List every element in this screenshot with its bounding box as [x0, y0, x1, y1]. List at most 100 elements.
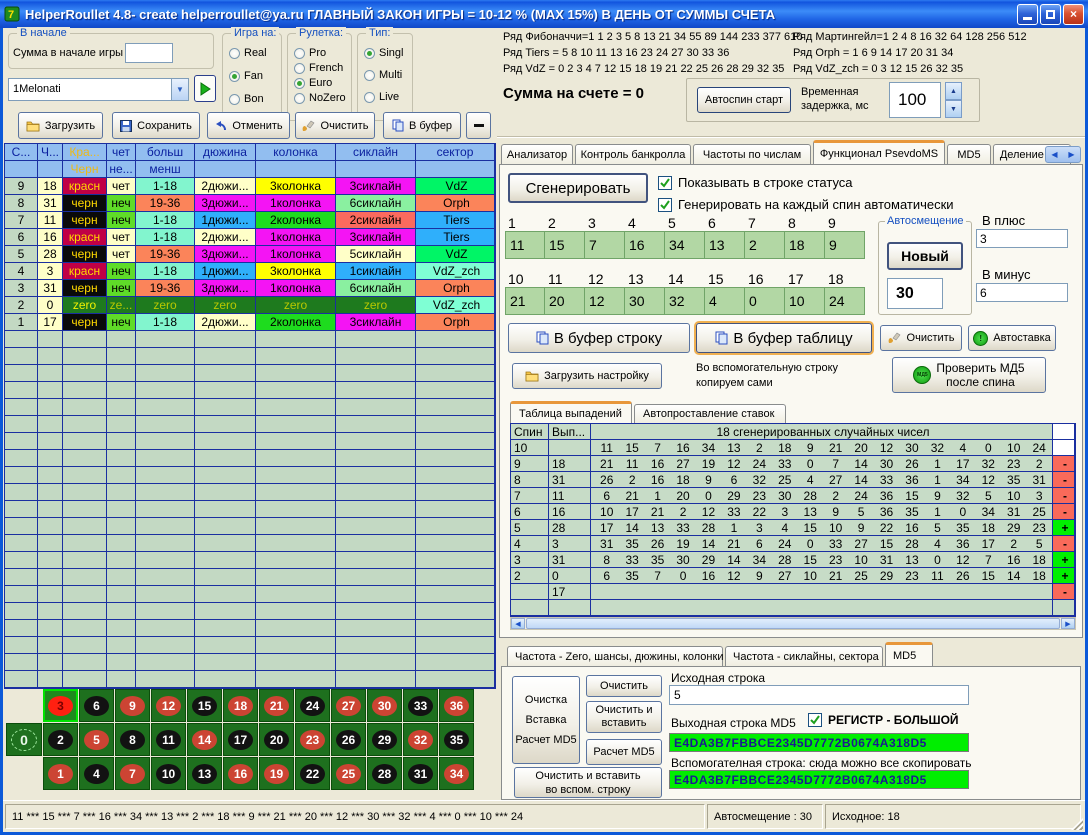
spinner-down-icon[interactable]: ▼	[945, 100, 962, 118]
board-cell[interactable]: 18	[223, 689, 258, 722]
chevron-down-icon[interactable]: ▼	[171, 79, 188, 100]
board-cell[interactable]: 13	[187, 757, 222, 790]
maximize-button[interactable]	[1040, 3, 1061, 25]
load-button[interactable]: Загрузить	[18, 112, 103, 139]
undo-button[interactable]: Отменить	[207, 112, 290, 139]
board-cell[interactable]: 11	[151, 723, 186, 756]
spinner-up-icon[interactable]: ▲	[945, 82, 962, 100]
minimize-button[interactable]	[1017, 3, 1038, 25]
radio-live[interactable]: Live	[358, 91, 412, 103]
generate-button[interactable]: Сгенерировать	[508, 173, 648, 203]
tab-scroll-right-icon[interactable]: ▶	[1068, 150, 1075, 159]
board-cell[interactable]: 21	[259, 689, 294, 722]
copy-to-clipboard-button[interactable]: В буфер	[383, 112, 461, 139]
board-cell[interactable]: 20	[259, 723, 294, 756]
board-cell[interactable]: 4	[79, 757, 114, 790]
start-sum-input[interactable]	[125, 43, 173, 63]
radio-real[interactable]: Real	[223, 47, 281, 59]
radio-fan[interactable]: Fan	[223, 70, 281, 82]
radio-bon[interactable]: Bon	[223, 93, 281, 105]
tab-frequencies[interactable]: Частоты по числам	[693, 144, 811, 164]
load-settings-button[interactable]: Загрузить настройку	[512, 363, 662, 389]
autoshift-value[interactable]: 30	[887, 278, 943, 309]
helper-string-value[interactable]: E4DA3B7FBBCE2345D7772B0674A318D5	[669, 770, 969, 789]
board-cell[interactable]: 26	[331, 723, 366, 756]
tab-psevdoms[interactable]: Функционал PsevdoMS	[813, 140, 945, 164]
board-cell[interactable]: 23	[295, 723, 330, 756]
board-cell[interactable]: 30	[367, 689, 402, 722]
checkbox-show-status[interactable]: Показывать в строке статуса	[658, 175, 853, 190]
tab-freq-sixlines[interactable]: Частота - сиклайны, сектора	[725, 646, 883, 666]
board-cell[interactable]: 6	[79, 689, 114, 722]
board-cell[interactable]: 31	[403, 757, 438, 790]
source-string-input[interactable]	[669, 685, 969, 705]
board-cell[interactable]: 32	[403, 723, 438, 756]
board-cell[interactable]: 24	[295, 689, 330, 722]
board-cell[interactable]: 7	[115, 757, 150, 790]
copy-row-button[interactable]: В буфер строку	[508, 323, 690, 353]
profile-combobox[interactable]: 1Melonati ▼	[8, 78, 189, 101]
radio-nozero[interactable]: NoZero	[288, 92, 351, 104]
radio-singl[interactable]: Singl	[358, 47, 412, 59]
copy-table-button[interactable]: В буфер таблицу	[696, 323, 872, 353]
board-cell[interactable]: 10	[151, 757, 186, 790]
radio-multi[interactable]: Multi	[358, 69, 412, 81]
tab-auto-bets[interactable]: Автопроставление ставок	[634, 404, 786, 423]
tab-analyzer[interactable]: Анализатор	[501, 144, 573, 164]
board-cell[interactable]: 25	[331, 757, 366, 790]
minus-input[interactable]	[976, 283, 1068, 302]
tab-scroll-left-icon[interactable]: ◀	[1051, 150, 1058, 159]
plus-input[interactable]	[976, 229, 1068, 248]
board-cell[interactable]: 15	[187, 689, 222, 722]
md5-calc-button[interactable]: Расчет MD5	[586, 739, 662, 765]
md5-clear-button[interactable]: Очистить	[586, 675, 662, 697]
board-cell[interactable]: 17	[223, 723, 258, 756]
play-button[interactable]	[194, 75, 216, 102]
board-cell[interactable]: 33	[403, 689, 438, 722]
radio-pro[interactable]: Pro	[288, 47, 351, 59]
board-cell[interactable]: 28	[367, 757, 402, 790]
board-cell[interactable]: 1	[43, 757, 78, 790]
board-cell[interactable]: 34	[439, 757, 474, 790]
collapse-button[interactable]	[466, 112, 491, 139]
clear-gen-button[interactable]: Очистить	[880, 325, 962, 351]
board-cell[interactable]: 22	[295, 757, 330, 790]
radio-french[interactable]: French	[288, 62, 351, 74]
board-cell[interactable]: 3	[43, 689, 78, 722]
board-cell[interactable]: 27	[331, 689, 366, 722]
scrollbar-thumb[interactable]	[526, 618, 1060, 629]
board-cell[interactable]: 29	[367, 723, 402, 756]
scroll-right-icon[interactable]: ▶	[1061, 618, 1075, 629]
check-md5-button[interactable]: МД5 Проверить МД5 после спина	[892, 357, 1046, 393]
board-cell[interactable]: 16	[223, 757, 258, 790]
board-cell[interactable]: 9	[115, 689, 150, 722]
board-cell[interactable]: 36	[439, 689, 474, 722]
close-button[interactable]: ×	[1063, 3, 1084, 25]
autospin-start-button[interactable]: Автоспин старт	[697, 87, 791, 113]
save-button[interactable]: Сохранить	[112, 112, 200, 139]
board-cell-zero[interactable]: 0	[6, 723, 42, 756]
clear-paste-helper-button[interactable]: Очистить и вставить во вспом. строку	[514, 767, 662, 798]
radio-euro[interactable]: Euro	[288, 77, 351, 89]
board-cell[interactable]: 35	[439, 723, 474, 756]
clear-button[interactable]: Очистить	[295, 112, 375, 139]
board-cell[interactable]: 2	[43, 723, 78, 756]
tab-md5[interactable]: MD5	[947, 144, 991, 164]
scroll-left-icon[interactable]: ◀	[511, 618, 525, 629]
tab-md5-bottom[interactable]: MD5	[885, 642, 933, 666]
board-cell[interactable]: 19	[259, 757, 294, 790]
delay-input[interactable]: 100	[889, 82, 941, 118]
board-cell[interactable]: 14	[187, 723, 222, 756]
autobet-button[interactable]: ! Автоставка	[968, 325, 1056, 351]
md5-clear-paste-button[interactable]: Очистить и вставить	[586, 701, 662, 733]
new-shift-button[interactable]: Новый	[887, 242, 963, 270]
md5-all-in-one-button[interactable]: Очистка Вставка Расчет MD5	[512, 676, 580, 764]
horizontal-scrollbar[interactable]: ◀ ▶	[510, 617, 1076, 630]
checkbox-uppercase[interactable]: РЕГИСТР - БОЛЬШОЙ	[808, 713, 959, 727]
checkbox-auto-generate[interactable]: Генерировать на каждый спин автоматическ…	[658, 197, 954, 212]
tab-spin-results[interactable]: Таблица выпадений	[510, 401, 632, 423]
tab-bankroll[interactable]: Контроль банкролла	[575, 144, 691, 164]
board-cell[interactable]: 8	[115, 723, 150, 756]
board-cell[interactable]: 12	[151, 689, 186, 722]
board-cell[interactable]: 5	[79, 723, 114, 756]
